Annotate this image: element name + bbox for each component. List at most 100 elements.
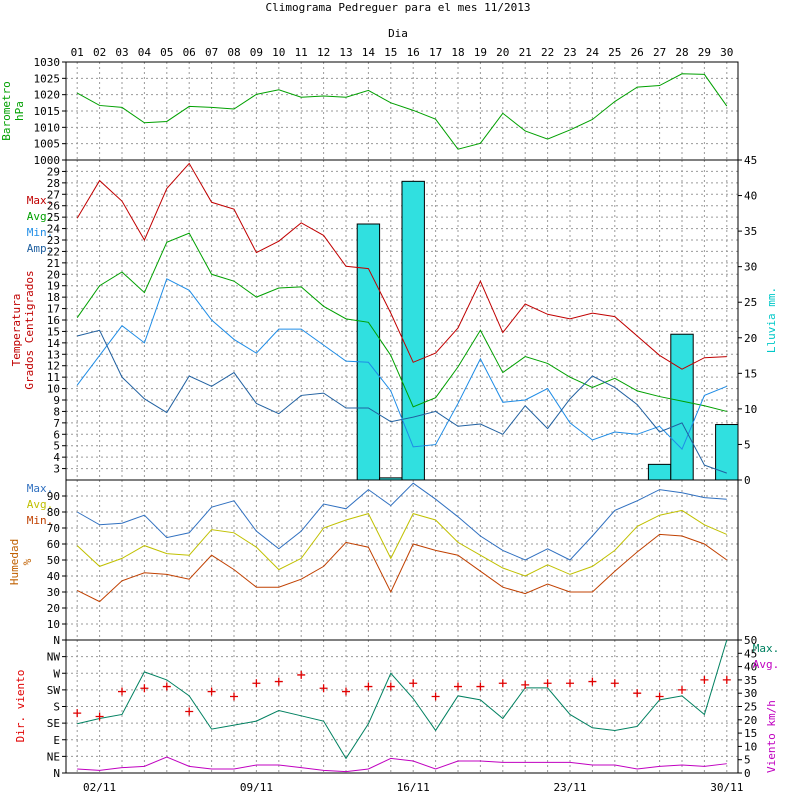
wind-direction-mark-day-16 bbox=[409, 679, 418, 688]
day-label-03: 03 bbox=[115, 46, 128, 59]
humidity-ylabel-line-0: Humedad bbox=[8, 539, 21, 585]
rain-bar-day-15 bbox=[379, 477, 403, 481]
day-label-28: 28 bbox=[675, 46, 688, 59]
temperature-tick-label-15: 15 bbox=[47, 325, 60, 338]
day-label-05: 05 bbox=[160, 46, 173, 59]
wind-legend-max: Max. bbox=[753, 642, 780, 655]
wind-direction-mark-day-28 bbox=[678, 685, 686, 694]
temperature-tick-label-21: 21 bbox=[47, 257, 60, 270]
day-label-07: 07 bbox=[205, 46, 218, 59]
wind-direction-mark-day-30 bbox=[722, 675, 731, 684]
temperature-tick-label-10: 10 bbox=[47, 383, 60, 396]
temperature-tick-label-20: 20 bbox=[47, 268, 60, 281]
wind-right-tick-label-45: 45 bbox=[744, 647, 757, 660]
temperature-right-axis-label: Lluvia mm. bbox=[765, 287, 778, 353]
temperature-ylabel-line-1: Grados Centigrados bbox=[23, 270, 36, 389]
day-label-23: 23 bbox=[563, 46, 576, 59]
rain-bar-day-27 bbox=[647, 463, 672, 481]
humidity-tick-label-80: 80 bbox=[47, 506, 60, 519]
wind-dir-tick-NW-7: NW bbox=[47, 651, 61, 664]
wind-dir-tick-N-0: N bbox=[53, 767, 60, 780]
day-label-11: 11 bbox=[295, 46, 308, 59]
temperature-min-line bbox=[76, 278, 727, 451]
wind-right-tick-label-15: 15 bbox=[744, 727, 757, 740]
temperature-max-line bbox=[76, 162, 727, 370]
temperature-tick-label-6: 6 bbox=[53, 428, 60, 441]
wind-direction-mark-day-08 bbox=[230, 692, 238, 701]
wind-direction-mark-day-02 bbox=[95, 712, 104, 721]
temperature-tick-label-18: 18 bbox=[47, 291, 60, 304]
temperature-tick-label-3: 3 bbox=[53, 463, 60, 476]
wind-direction-mark-day-19 bbox=[476, 682, 485, 691]
temperature-tick-label-5: 5 bbox=[53, 440, 60, 453]
day-label-27: 27 bbox=[653, 46, 666, 59]
wind-right-tick-label-20: 20 bbox=[744, 714, 757, 727]
humidity-max-line bbox=[76, 482, 727, 561]
wind-direction-mark-day-09 bbox=[252, 679, 261, 688]
day-label-04: 04 bbox=[138, 46, 152, 59]
temperature-ylabel-line-0: Temperatura bbox=[10, 294, 23, 367]
pressure-tick-label-1030: 1030 bbox=[34, 56, 61, 69]
pressure-value-line bbox=[76, 73, 728, 150]
temperature-tick-label-28: 28 bbox=[47, 177, 60, 190]
wind-max-line bbox=[77, 639, 728, 760]
humidity-legend-max: Max. bbox=[27, 482, 54, 495]
day-label-20: 20 bbox=[496, 46, 509, 59]
temperature-tick-label-11: 11 bbox=[47, 371, 60, 384]
x-axis-label: Dia bbox=[388, 27, 408, 40]
pressure-tick-label-1020: 1020 bbox=[34, 89, 61, 102]
humidity-ylabel-line-1: % bbox=[21, 558, 34, 565]
rain-bar-day-28 bbox=[670, 333, 694, 481]
wind-right-tick-label-40: 40 bbox=[744, 661, 757, 674]
day-label-25: 25 bbox=[608, 46, 621, 59]
humidity-tick-label-50: 50 bbox=[47, 554, 60, 567]
wind-direction-mark-day-03 bbox=[118, 687, 126, 696]
day-label-02: 02 bbox=[93, 46, 106, 59]
temperature-tick-label-19: 19 bbox=[47, 280, 60, 293]
humidity-tick-label-60: 60 bbox=[47, 538, 60, 551]
humidity-legend-avg: Avg. bbox=[27, 498, 54, 511]
wind-dir-tick-SE-3: SE bbox=[47, 717, 60, 730]
wind-legend-avg: Avg. bbox=[753, 658, 780, 671]
temperature-tick-label-22: 22 bbox=[47, 245, 60, 258]
wind-dir-tick-S-4: S bbox=[53, 701, 60, 714]
wind-direction-mark-day-27 bbox=[655, 692, 664, 701]
rain-bars-layer bbox=[356, 180, 739, 481]
wind-direction-mark-day-04 bbox=[140, 684, 149, 693]
wind-dir-tick-N-8: N bbox=[53, 634, 60, 647]
temperature-avg-line bbox=[76, 232, 727, 412]
wind-direction-mark-day-15 bbox=[386, 682, 395, 691]
day-label-29: 29 bbox=[698, 46, 711, 59]
temperature-right-tick-label-30: 30 bbox=[744, 261, 757, 274]
date-label-02-11: 02/11 bbox=[83, 781, 116, 794]
wind-direction-mark-day-29 bbox=[700, 675, 709, 684]
temperature-tick-label-16: 16 bbox=[47, 314, 60, 327]
temperature-right-tick-label-45: 45 bbox=[744, 154, 757, 167]
humidity-tick-label-20: 20 bbox=[47, 602, 60, 615]
wind-dir-tick-W-6: W bbox=[53, 667, 60, 680]
chart-title: Climograma Pedreguer para el mes 11/2013 bbox=[266, 1, 531, 14]
date-label-09-11: 09/11 bbox=[240, 781, 273, 794]
rain-bar-day-14 bbox=[356, 223, 381, 481]
wind-direction-mark-day-23 bbox=[566, 679, 574, 688]
wind-dir-tick-E-2: E bbox=[53, 734, 60, 747]
temperature-legend-amp: Amp. bbox=[27, 242, 54, 255]
day-label-19: 19 bbox=[474, 46, 487, 59]
wind-direction-mark-day-22 bbox=[543, 679, 552, 688]
wind-right-tick-label-0: 0 bbox=[744, 767, 751, 780]
wind-direction-mark-day-18 bbox=[454, 682, 462, 691]
pressure-tick-label-1005: 1005 bbox=[34, 138, 61, 151]
day-label-22: 22 bbox=[541, 46, 554, 59]
wind-direction-mark-day-24 bbox=[588, 677, 597, 686]
day-label-01: 01 bbox=[71, 46, 84, 59]
wind-direction-mark-day-07 bbox=[207, 687, 216, 696]
wind-direction-mark-day-01 bbox=[73, 709, 82, 718]
rain-bar-day-16 bbox=[401, 180, 425, 481]
temperature-tick-label-14: 14 bbox=[47, 337, 61, 350]
day-label-09: 09 bbox=[250, 46, 263, 59]
temperature-tick-label-9: 9 bbox=[53, 394, 60, 407]
day-label-18: 18 bbox=[451, 46, 464, 59]
humidity-tick-label-10: 10 bbox=[47, 618, 60, 631]
temperature-right-tick-label-35: 35 bbox=[744, 225, 757, 238]
